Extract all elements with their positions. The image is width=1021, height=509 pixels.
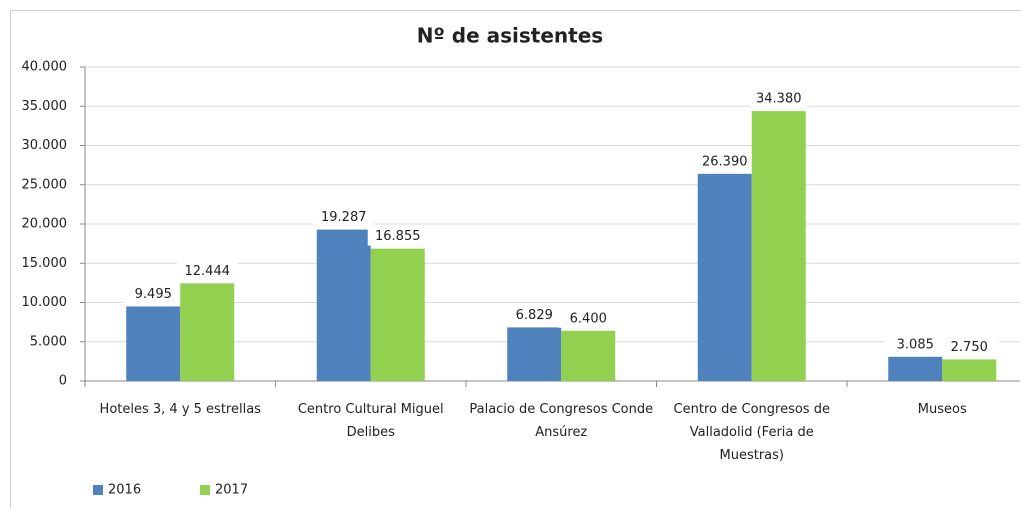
chart-border — [10, 10, 1021, 509]
data-label-bg — [558, 309, 619, 328]
x-tick-label: Hoteles 3, 4 y 5 estrellas — [99, 402, 261, 417]
x-tick-label-box: Centro Cultural Miguel Delibes — [297, 402, 444, 440]
y-tick-label: 30.000 — [22, 138, 68, 153]
data-label: 3.085 — [897, 337, 934, 352]
bar — [507, 327, 562, 381]
x-tick-label: Centro Cultural Miguel Delibes — [297, 402, 444, 440]
legend-swatch — [93, 485, 103, 495]
y-tick-label: 0 — [59, 374, 67, 389]
data-label: 16.855 — [375, 229, 421, 244]
bar — [751, 111, 806, 381]
data-label-bg — [504, 306, 565, 325]
bar — [561, 330, 616, 381]
data-label: 12.444 — [185, 264, 231, 279]
y-tick-label: 15.000 — [22, 256, 68, 271]
legend-swatch — [200, 485, 210, 495]
legend-label: 2016 — [108, 483, 141, 498]
data-label-bg — [123, 285, 184, 304]
data-label-bg — [939, 338, 1000, 357]
bar — [316, 229, 371, 381]
x-tick-label-box: Museos — [917, 402, 967, 417]
x-tick-label-box: Hoteles 3, 4 y 5 estrellas — [99, 402, 261, 417]
data-label: 2.750 — [951, 340, 988, 355]
bar — [370, 248, 425, 381]
x-tick-label: Museos — [917, 402, 967, 417]
data-label: 9.495 — [135, 287, 172, 302]
y-tick-label: 20.000 — [22, 217, 68, 232]
bar — [697, 173, 752, 381]
y-tick-label: 25.000 — [22, 177, 68, 192]
data-label: 19.287 — [321, 210, 367, 225]
data-label: 6.829 — [516, 308, 553, 323]
data-label: 6.400 — [570, 311, 607, 326]
chart-title: Nº de asistentes — [417, 24, 603, 48]
data-label-bg — [885, 335, 946, 354]
y-tick-label: 5.000 — [30, 334, 67, 349]
y-tick-label: 40.000 — [22, 60, 68, 75]
x-tick-label: Centro de Congresos de Valladolid (Feria… — [673, 402, 830, 463]
data-label-bg — [313, 208, 374, 227]
y-tick-label: 10.000 — [22, 295, 68, 310]
data-label: 34.380 — [756, 92, 802, 107]
bar — [126, 306, 181, 381]
bar — [942, 359, 997, 381]
bar — [888, 356, 943, 381]
x-tick-label-box: Centro de Congresos de Valladolid (Feria… — [673, 402, 830, 463]
legend-label: 2017 — [215, 483, 248, 498]
x-tick-label: Palacio de Congresos Conde Ansúrez — [469, 402, 654, 440]
data-label-bg — [694, 152, 755, 171]
data-label: 26.390 — [702, 154, 748, 169]
data-label-bg — [177, 262, 238, 281]
data-label-bg — [367, 227, 428, 246]
x-tick-label-box: Palacio de Congresos Conde Ansúrez — [469, 402, 654, 440]
data-label-bg — [748, 90, 809, 109]
y-tick-label: 35.000 — [22, 99, 68, 114]
bar — [180, 283, 235, 381]
